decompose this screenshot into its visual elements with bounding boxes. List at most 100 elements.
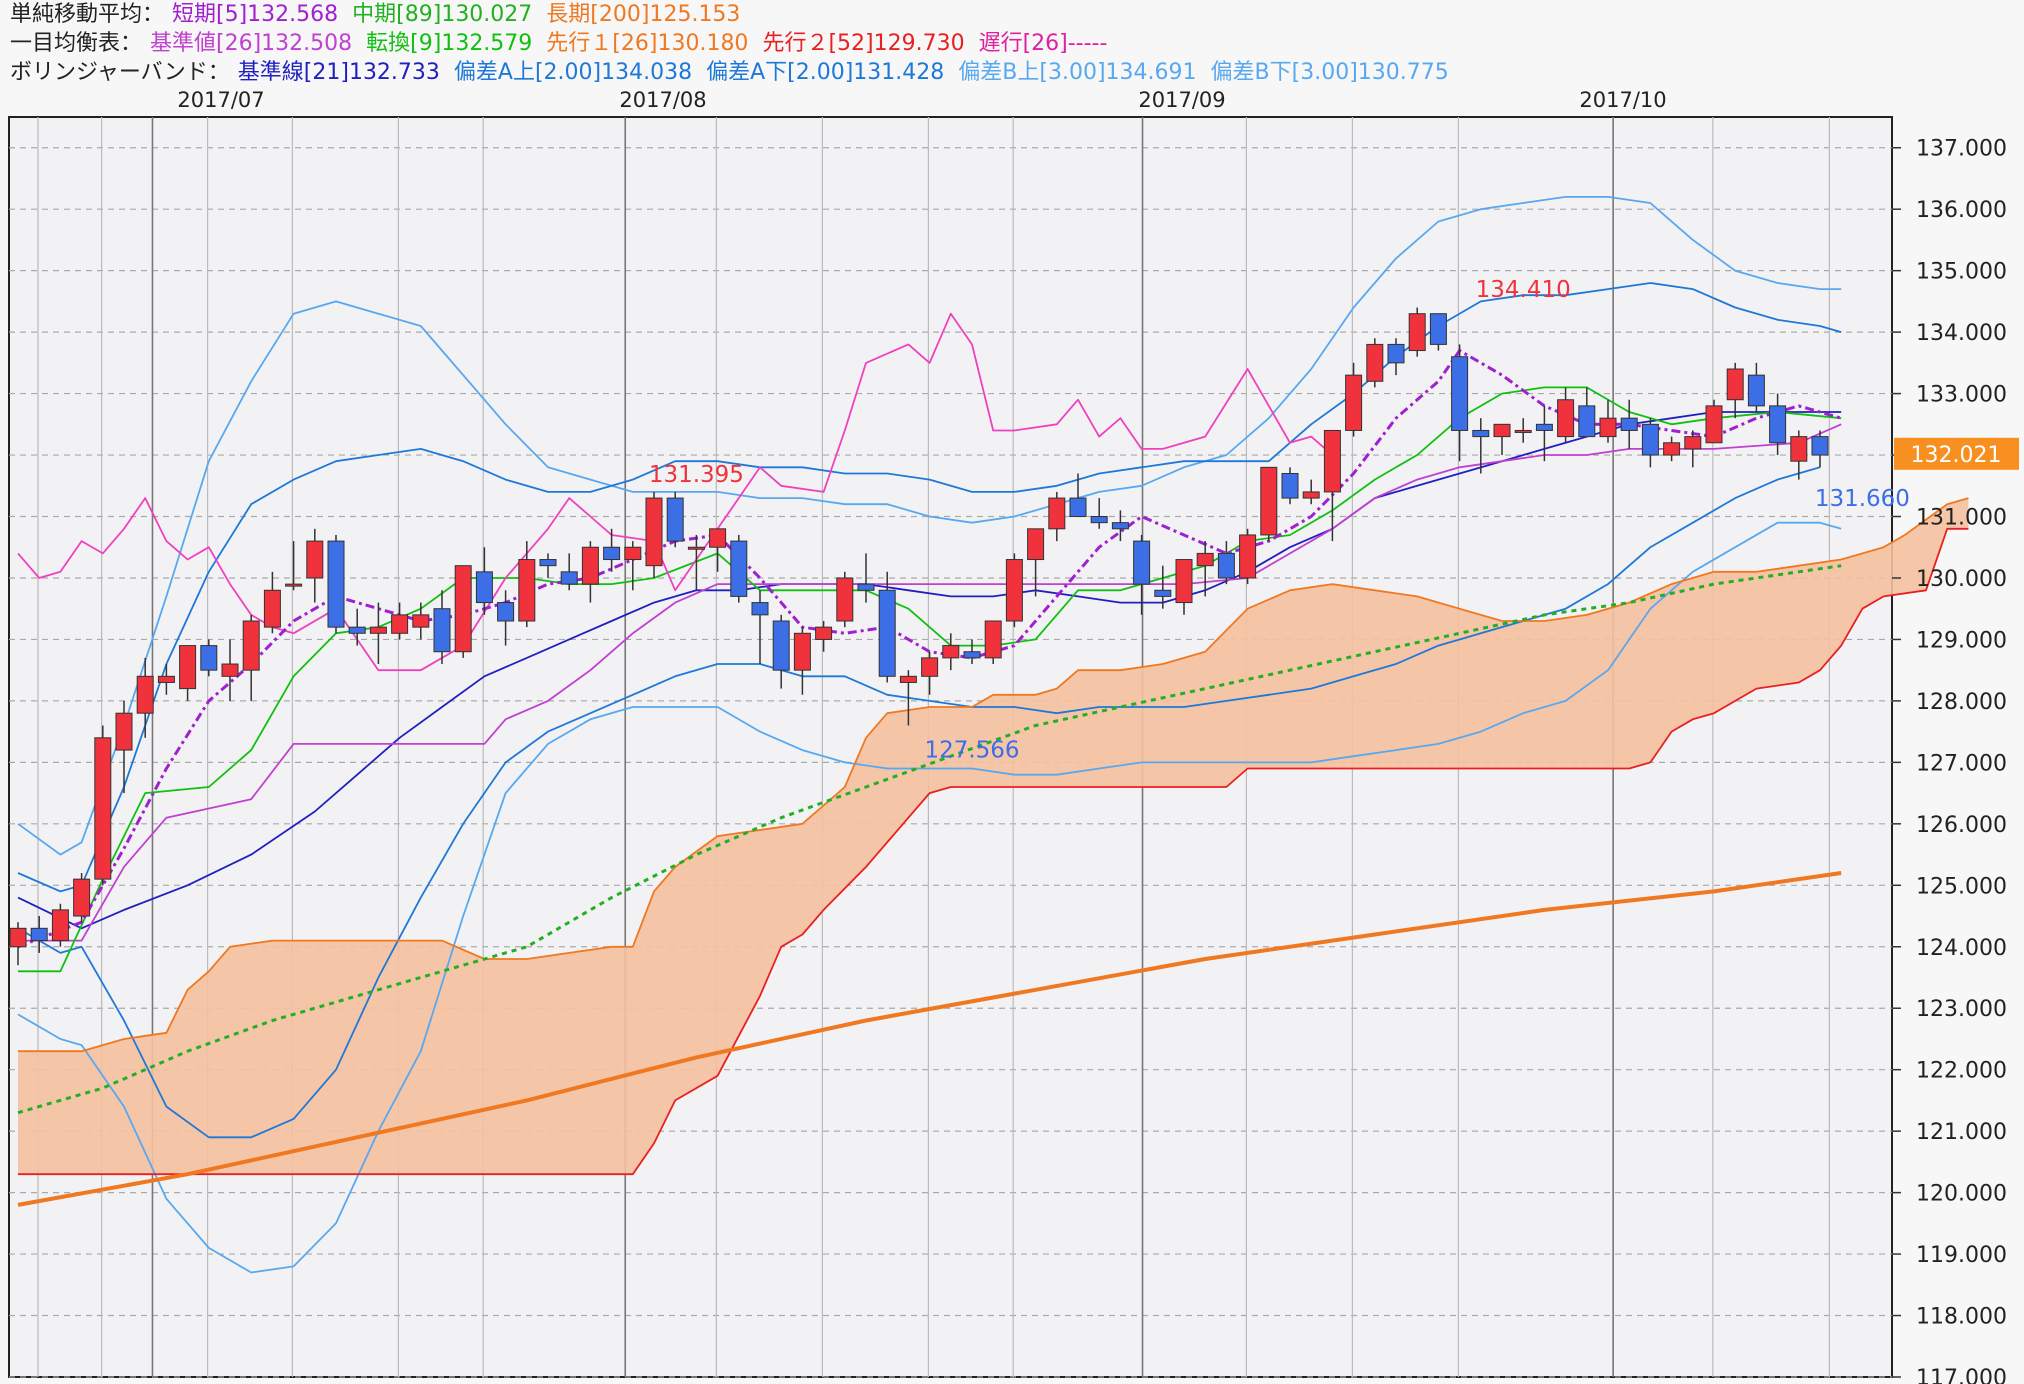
price-annotation: 127.566 <box>924 738 1019 764</box>
candle-up <box>793 632 811 671</box>
candle-down <box>1641 423 1659 456</box>
candle-up <box>306 540 324 579</box>
candle-down <box>1154 589 1172 597</box>
legend-bollinger-title: ボリンジャーバンド： <box>10 60 230 85</box>
candle-down <box>1535 423 1553 431</box>
candle-up <box>1323 429 1341 493</box>
candle-up <box>51 909 69 942</box>
candle-down <box>751 602 769 616</box>
candle-up <box>242 620 260 671</box>
candle-down <box>1429 313 1447 345</box>
candle-up <box>157 675 175 683</box>
candle-down <box>539 559 557 567</box>
candle-up <box>1302 491 1320 499</box>
candle-up <box>1557 399 1575 438</box>
current-price-tag: 132.021 <box>1894 437 2019 470</box>
candle-down <box>475 571 493 604</box>
candle-down <box>1133 540 1151 585</box>
candle-up <box>581 546 599 585</box>
candle-up <box>73 878 91 917</box>
candle-up <box>115 712 133 751</box>
candle-down <box>497 602 515 622</box>
candle-down <box>560 571 578 585</box>
candle-up <box>94 737 112 880</box>
candle-down <box>603 546 621 561</box>
legend-tenkan: 転換[9]132.579 <box>366 31 533 56</box>
bollinger-a-upper-line <box>17 282 1842 893</box>
candle-up <box>1408 313 1426 352</box>
candle-up <box>369 626 387 634</box>
candlesticks <box>9 307 1829 966</box>
candle-up <box>518 559 536 622</box>
y-tick-label: 123.000 <box>1916 997 2007 1022</box>
candle-down <box>857 583 875 591</box>
y-tick-label: 119.000 <box>1916 1243 2007 1268</box>
candle-up <box>815 626 833 640</box>
candle-down <box>1472 429 1490 438</box>
y-tick-label: 136.000 <box>1916 198 2007 223</box>
candle-up <box>687 546 705 550</box>
month-label: 2017/10 <box>1579 88 1667 112</box>
candle-up <box>1514 429 1532 433</box>
candle-up <box>1175 559 1193 604</box>
legend-senkou2: 先行２[52]129.730 <box>762 31 965 56</box>
candle-down <box>348 626 366 634</box>
y-tick-label: 127.000 <box>1916 751 2007 776</box>
candle-up <box>285 583 303 587</box>
y-tick-label: 120.000 <box>1916 1182 2007 1207</box>
candle-up <box>1239 534 1257 579</box>
candle-up <box>1345 374 1363 431</box>
candle-down <box>1747 374 1765 407</box>
candle-down <box>433 608 451 653</box>
y-tick-label: 135.000 <box>1916 260 2007 285</box>
legend-ichimoku-title: 一目均衡表： <box>10 31 143 56</box>
candle-up <box>263 589 281 628</box>
legend-sma-mid: 中期[89]130.027 <box>352 2 533 27</box>
legend-bb-mid: 基準線[21]132.733 <box>237 60 440 85</box>
price-annotation: 134.410 <box>1476 277 1571 303</box>
senkou1-line <box>18 497 1969 1053</box>
indicator-legend: 単純移動平均： 短期[5]132.568 中期[89]130.027 長期[200]1… <box>10 0 2024 87</box>
y-tick-label: 118.000 <box>1916 1305 2007 1330</box>
chikou-line <box>17 312 1333 672</box>
candle-up <box>1366 343 1384 382</box>
candle-up <box>1790 436 1808 462</box>
y-tick-label: 130.000 <box>1916 567 2007 592</box>
candle-up <box>1705 405 1723 444</box>
legend-bb-a-up: 偏差A上[2.00]134.038 <box>453 60 693 85</box>
candle-up <box>454 565 472 653</box>
legend-sma: 単純移動平均： 短期[5]132.568 中期[89]130.027 長期[200]1… <box>10 0 2024 29</box>
candle-up <box>1493 423 1511 438</box>
bollinger-b-upper-line <box>17 195 1842 856</box>
y-tick-label: 128.000 <box>1916 690 2007 715</box>
price-annotation: 131.660 <box>1815 486 1910 512</box>
y-tick-label: 137.000 <box>1916 137 2007 162</box>
candle-down <box>1578 405 1596 438</box>
senkou2-line <box>18 527 1969 1176</box>
current-price-label: 132.021 <box>1911 443 2002 468</box>
y-tick-label: 122.000 <box>1916 1059 2007 1084</box>
y-tick-label: 133.000 <box>1916 383 2007 408</box>
candle-down <box>878 589 896 677</box>
bollinger-b-lower-line <box>17 521 1842 1274</box>
legend-bb-a-dn: 偏差A下[2.00]131.428 <box>706 60 945 85</box>
legend-bollinger: ボリンジャーバンド： 基準線[21]132.733 偏差A上[2.00]134.03… <box>10 58 2024 87</box>
candle-up <box>645 497 663 567</box>
candle-up <box>1260 466 1278 536</box>
candle-down <box>30 927 48 942</box>
legend-bb-b-dn: 偏差B下[3.00]130.775 <box>1210 60 1449 85</box>
candle-up <box>412 614 430 628</box>
candle-up <box>9 927 27 948</box>
y-tick-label: 134.000 <box>1916 321 2007 346</box>
legend-kijun: 基準値[26]132.508 <box>150 31 353 56</box>
candle-down <box>200 645 218 671</box>
y-tick-label: 121.000 <box>1916 1120 2007 1145</box>
candle-up <box>1048 497 1066 530</box>
candle-up <box>984 620 1002 659</box>
legend-ichimoku: 一目均衡表： 基準値[26]132.508 転換[9]132.579 先行１[26]1… <box>10 29 2024 58</box>
candle-down <box>666 497 684 542</box>
month-label: 2017/08 <box>619 88 707 112</box>
ichimoku-cloud <box>18 498 1969 1175</box>
candle-down <box>1451 356 1469 431</box>
